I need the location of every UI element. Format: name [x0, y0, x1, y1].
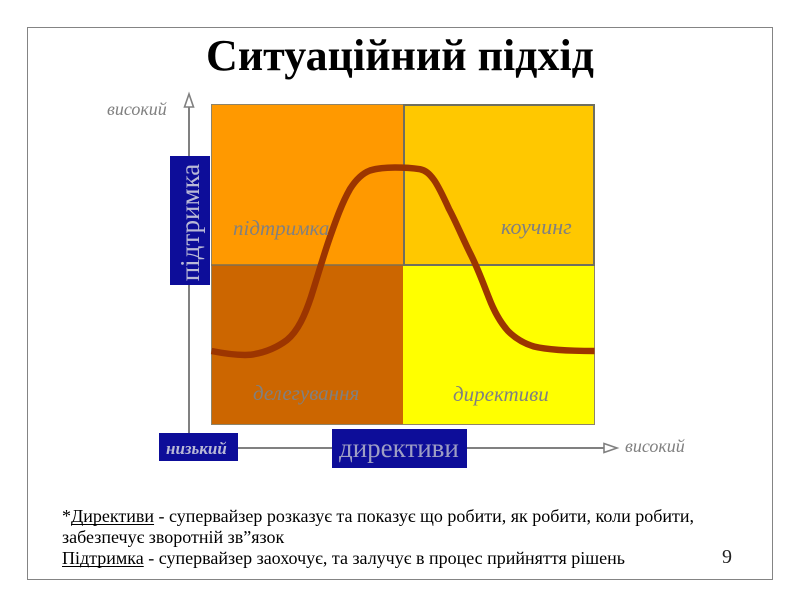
svg-text:підтримка: підтримка — [175, 164, 205, 282]
